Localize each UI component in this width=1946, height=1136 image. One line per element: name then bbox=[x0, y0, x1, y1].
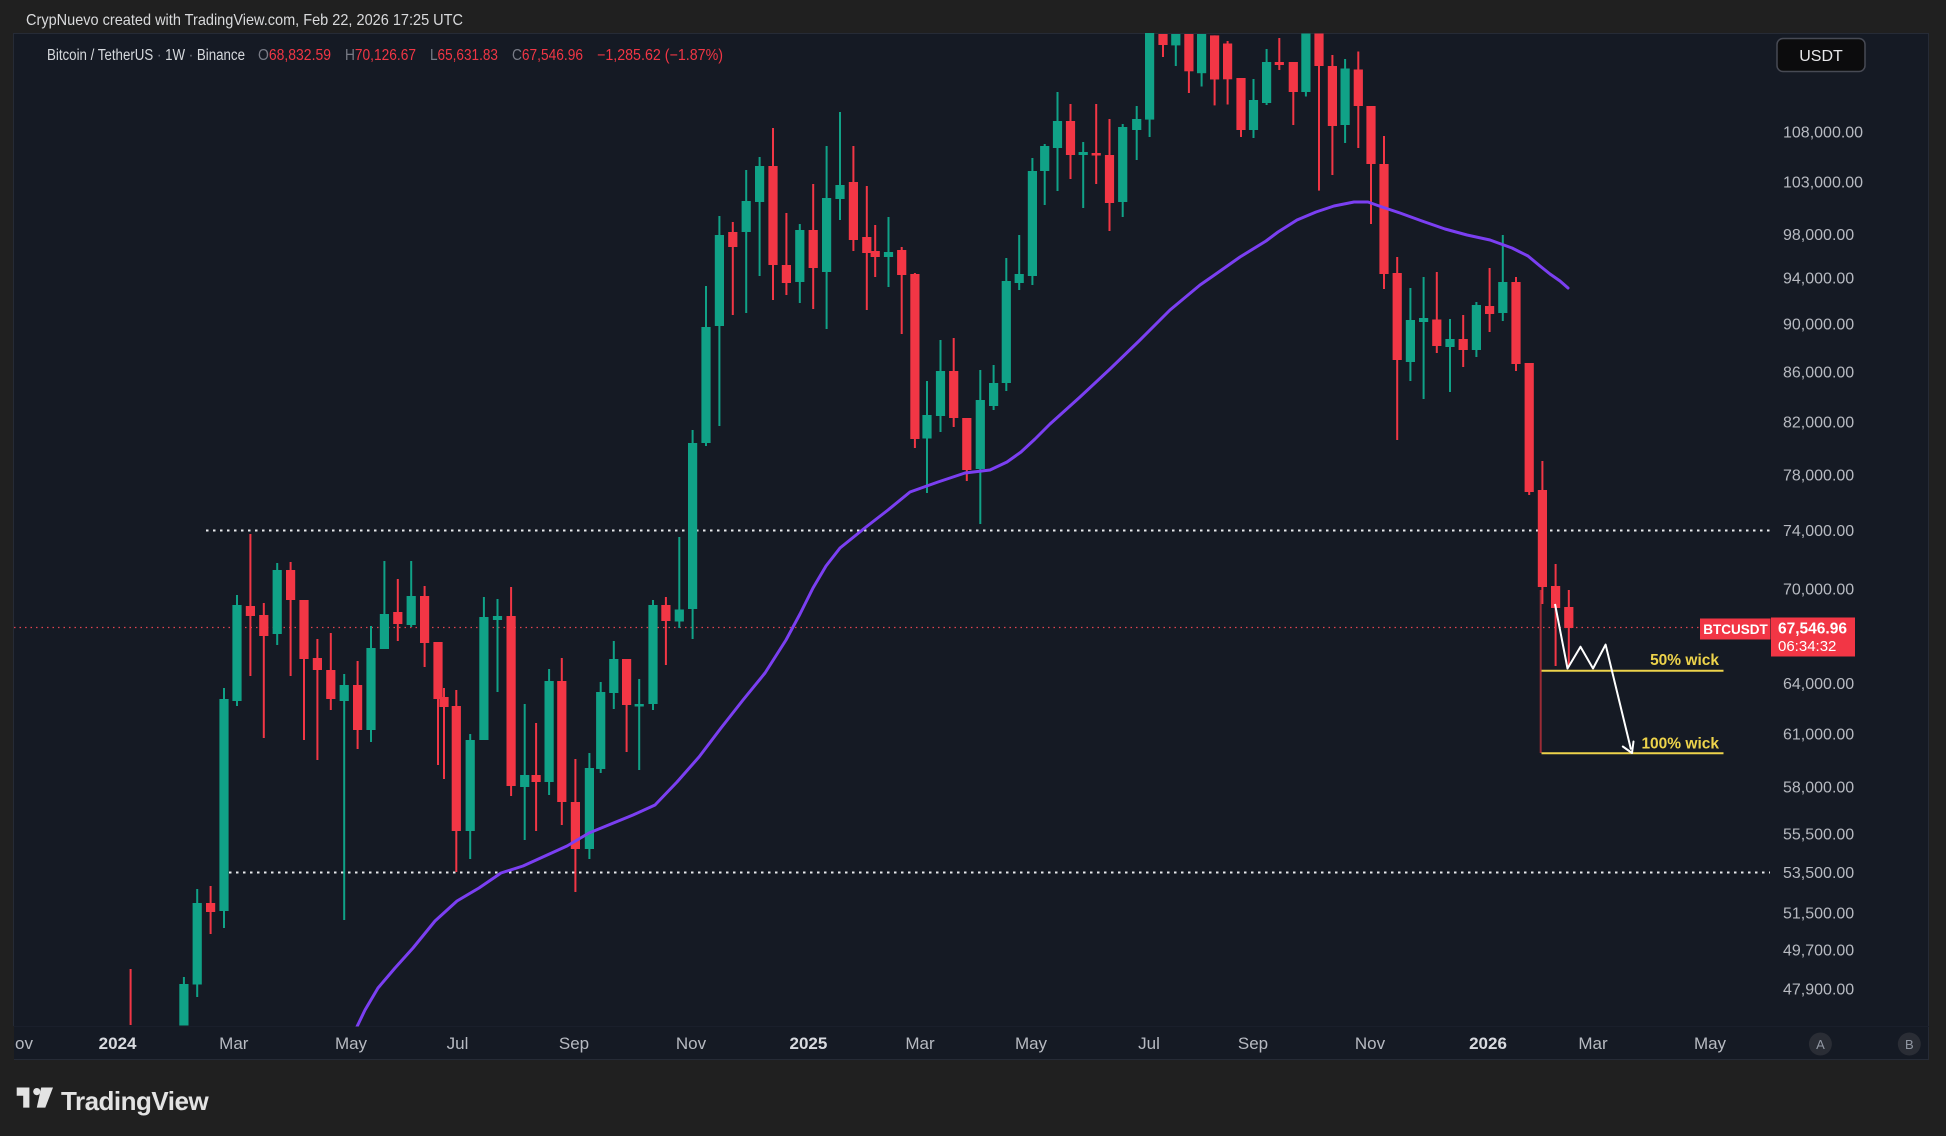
svg-text:Sep: Sep bbox=[1238, 1034, 1268, 1053]
svg-text:Jul: Jul bbox=[447, 1034, 469, 1053]
svg-text:2024: 2024 bbox=[99, 1034, 137, 1053]
svg-text:L65,631.83: L65,631.83 bbox=[430, 47, 498, 64]
svg-text:Mar: Mar bbox=[1578, 1034, 1608, 1053]
svg-text:103,000.00: 103,000.00 bbox=[1783, 175, 1863, 192]
svg-text:100% wick: 100% wick bbox=[1641, 736, 1719, 753]
svg-text:ov: ov bbox=[15, 1034, 33, 1053]
svg-text:78,000.00: 78,000.00 bbox=[1783, 468, 1854, 485]
svg-text:Nov: Nov bbox=[1355, 1034, 1386, 1053]
svg-text:TradingView: TradingView bbox=[61, 1086, 209, 1116]
svg-text:74,000.00: 74,000.00 bbox=[1783, 523, 1854, 540]
svg-text:CrypNuevo created with Trading: CrypNuevo created with TradingView.com, … bbox=[26, 12, 463, 29]
svg-text:O68,832.59: O68,832.59 bbox=[258, 47, 331, 64]
svg-text:Bitcoin / TetherUS · 1W · Bina: Bitcoin / TetherUS · 1W · Binance bbox=[47, 47, 245, 64]
svg-text:55,500.00: 55,500.00 bbox=[1783, 827, 1854, 844]
svg-text:47,900.00: 47,900.00 bbox=[1783, 982, 1854, 999]
svg-text:49,700.00: 49,700.00 bbox=[1783, 943, 1854, 960]
svg-text:70,000.00: 70,000.00 bbox=[1783, 582, 1854, 599]
svg-text:61,000.00: 61,000.00 bbox=[1783, 727, 1854, 744]
svg-text:May: May bbox=[335, 1034, 368, 1053]
svg-text:86,000.00: 86,000.00 bbox=[1783, 365, 1854, 382]
svg-text:53,500.00: 53,500.00 bbox=[1783, 865, 1854, 882]
svg-text:2025: 2025 bbox=[789, 1034, 827, 1053]
svg-text:58,000.00: 58,000.00 bbox=[1783, 780, 1854, 797]
svg-text:A: A bbox=[1816, 1037, 1825, 1052]
svg-text:Nov: Nov bbox=[676, 1034, 707, 1053]
svg-text:BTCUSDT: BTCUSDT bbox=[1703, 622, 1768, 637]
svg-text:98,000.00: 98,000.00 bbox=[1783, 227, 1854, 244]
svg-text:Jul: Jul bbox=[1138, 1034, 1160, 1053]
svg-text:51,500.00: 51,500.00 bbox=[1783, 906, 1854, 923]
svg-text:82,000.00: 82,000.00 bbox=[1783, 415, 1854, 432]
svg-text:B: B bbox=[1905, 1037, 1914, 1052]
svg-text:50% wick: 50% wick bbox=[1650, 652, 1719, 669]
svg-text:06:34:32: 06:34:32 bbox=[1778, 638, 1836, 655]
svg-text:94,000.00: 94,000.00 bbox=[1783, 271, 1854, 288]
svg-text:−1,285.62 (−1.87%): −1,285.62 (−1.87%) bbox=[597, 47, 723, 64]
svg-text:108,000.00: 108,000.00 bbox=[1783, 125, 1863, 142]
svg-text:90,000.00: 90,000.00 bbox=[1783, 317, 1854, 334]
svg-text:67,546.96: 67,546.96 bbox=[1778, 621, 1847, 638]
svg-text:64,000.00: 64,000.00 bbox=[1783, 676, 1854, 693]
svg-text:May: May bbox=[1015, 1034, 1048, 1053]
svg-text:H70,126.67: H70,126.67 bbox=[345, 47, 416, 64]
svg-text:May: May bbox=[1694, 1034, 1727, 1053]
svg-text:Mar: Mar bbox=[905, 1034, 935, 1053]
svg-text:C67,546.96: C67,546.96 bbox=[512, 47, 583, 64]
svg-text:Mar: Mar bbox=[219, 1034, 249, 1053]
svg-text:USDT: USDT bbox=[1799, 48, 1843, 65]
svg-text:Sep: Sep bbox=[559, 1034, 589, 1053]
svg-text:2026: 2026 bbox=[1469, 1034, 1507, 1053]
